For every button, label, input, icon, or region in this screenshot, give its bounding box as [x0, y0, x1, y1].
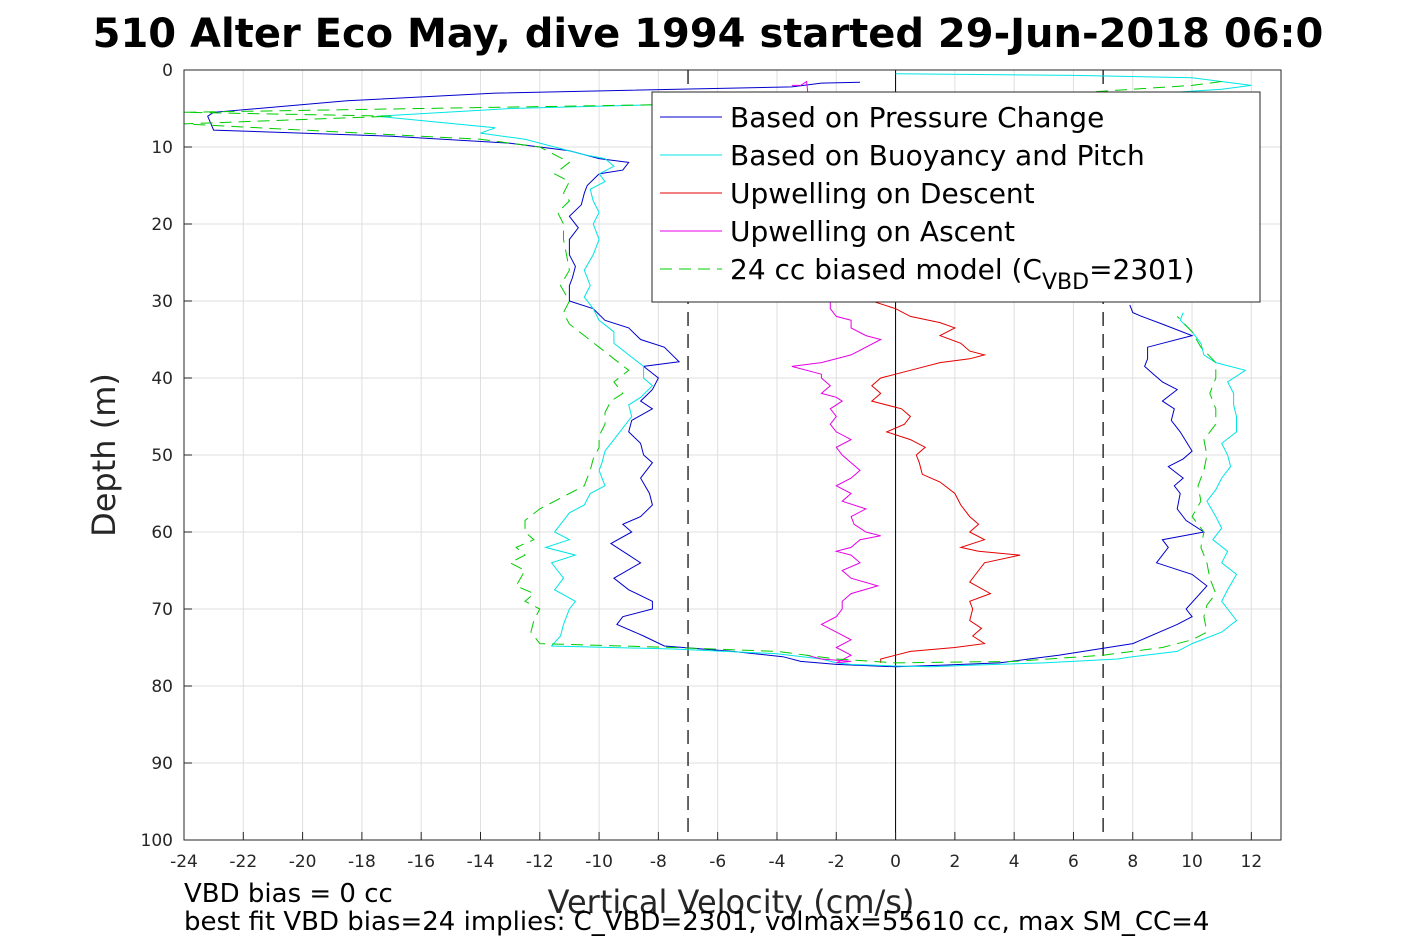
series-line-1	[207, 81, 1208, 668]
y-axis-label: Depth (m)	[85, 373, 123, 537]
x-tick-label: -8	[650, 852, 667, 872]
x-tick-label: -18	[348, 852, 376, 872]
x-tick-label: 4	[1009, 852, 1020, 872]
x-tick-label: -4	[768, 852, 785, 872]
x-tick-label: -10	[585, 852, 613, 872]
y-tick-label: 100	[141, 831, 173, 851]
chart-title: 510 Alter Eco May, dive 1994 started 29-…	[93, 11, 1324, 57]
legend-entry-2: Based on Buoyancy and Pitch	[730, 139, 1145, 172]
legend-box	[651, 91, 1261, 303]
ticks: -24 -22 -20 -18 -16 -14 -12 -10 -8 -6 -4 -2 0 2 4 6 8 10 1…	[141, 61, 1263, 872]
x-tick-label: 10	[1181, 852, 1203, 872]
legend-entry-4: Upwelling on Ascent	[730, 215, 1015, 248]
x-tick-label: 6	[1068, 852, 1079, 872]
x-tick-label: -14	[467, 852, 495, 872]
x-tick-label: -16	[407, 852, 435, 872]
legend-entry-1: Based on Pressure Change	[730, 101, 1104, 134]
series-line-4	[791, 80, 883, 664]
x-tick-label: 0	[890, 852, 901, 872]
y-tick-label: 80	[151, 677, 173, 697]
series-line-2	[376, 73, 1252, 668]
series-group	[184, 73, 1252, 668]
x-tick-label: -12	[526, 852, 554, 872]
x-tick-label: -20	[289, 852, 317, 872]
x-tick-label: 12	[1241, 852, 1263, 872]
y-tick-label: 50	[151, 446, 173, 466]
series-line-3	[702, 123, 1021, 663]
y-tick-label: 20	[151, 215, 173, 235]
best-fit-note: best fit VBD bias=24 implies: C_VBD=2301…	[184, 907, 1209, 937]
legend-entry-5: 24 cc biased model (CVBD=2301)	[730, 253, 1195, 295]
y-tick-label: 0	[162, 61, 173, 81]
vbd-bias-note: VBD bias = 0 cc	[184, 879, 393, 909]
x-axis-label: Vertical Velocity (cm/s)	[548, 883, 915, 921]
y-tick-label: 70	[151, 600, 173, 620]
y-tick-label: 10	[151, 138, 173, 158]
y-tick-label: 60	[151, 523, 173, 543]
x-tick-label: -24	[170, 852, 198, 872]
y-tick-label: 90	[151, 754, 173, 774]
y-tick-label: 30	[151, 292, 173, 312]
x-tick-label: -2	[828, 852, 845, 872]
x-tick-label: -22	[229, 852, 257, 872]
x-tick-label: 2	[949, 852, 960, 872]
x-tick-label: -6	[709, 852, 726, 872]
legend: Based on Pressure Change Based on Buoyanc…	[651, 91, 1261, 303]
y-tick-label: 40	[151, 369, 173, 389]
series-line-5	[184, 81, 1222, 664]
legend-entry-3: Upwelling on Descent	[730, 177, 1035, 210]
x-tick-label: 8	[1127, 852, 1138, 872]
